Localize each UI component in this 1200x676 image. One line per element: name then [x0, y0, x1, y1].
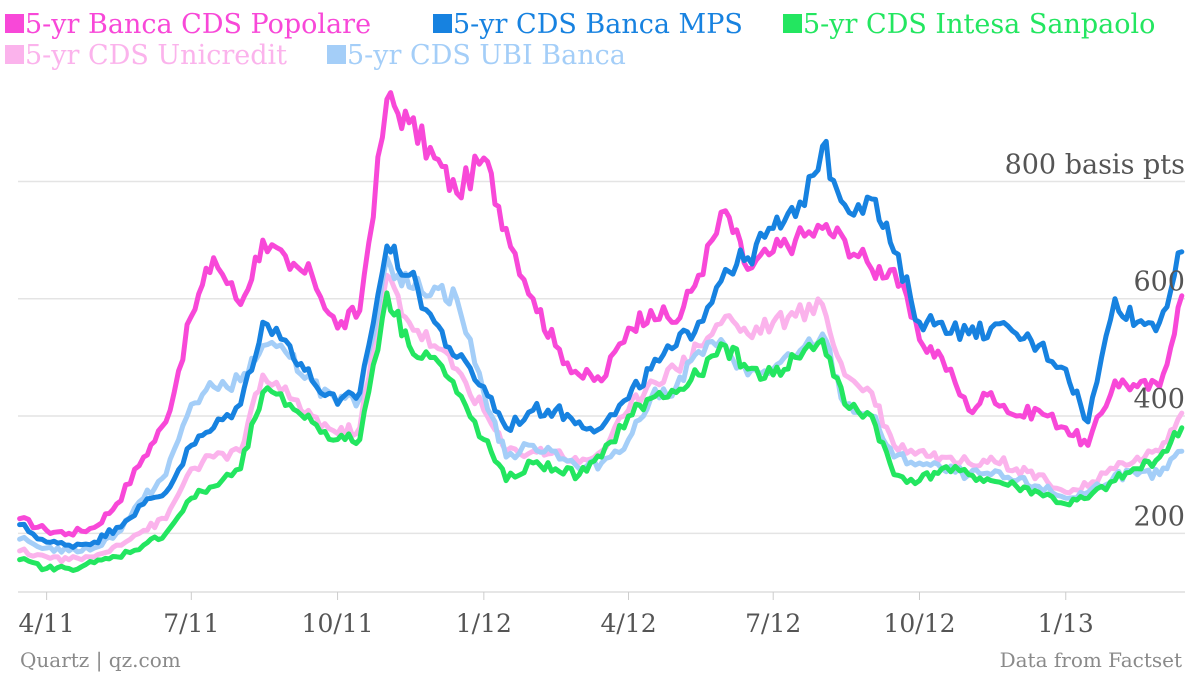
legend-label-5-yr-cds-banca-mps: 5-yr CDS Banca MPS: [453, 9, 743, 40]
legend-swatch-5-yr-cds-ubi-banca: [327, 45, 346, 64]
x-tick-label-4-11: 4/11: [19, 609, 75, 638]
series-line-5-yr-cds-intesa-sanpaolo: [17, 290, 1185, 573]
legend-swatch-5-yr-cds-intesa-sanpaolo: [783, 14, 802, 33]
footer: Quartz | qz.com Data from Factset: [20, 648, 1182, 673]
legend-label-5-yr-banca-cds-popolare: 5-yr Banca CDS Popolare: [25, 9, 371, 40]
legend-swatch-5-yr-banca-cds-popolare: [5, 14, 24, 33]
series-lines: [17, 90, 1185, 573]
y-tick-label-200: 200: [1133, 501, 1185, 532]
x-tick-label-10-12: 10/12: [883, 609, 955, 638]
legend-label-5-yr-cds-intesa-sanpaolo: 5-yr CDS Intesa Sanpaolo: [803, 9, 1155, 40]
legend-swatch-5-yr-cds-banca-mps: [433, 14, 452, 33]
x-tick-label-10-11: 10/11: [302, 609, 374, 638]
data-source-note: Data from Factset: [1000, 648, 1182, 672]
y-tick-label-600: 600: [1133, 267, 1185, 298]
gridlines: [18, 180, 1185, 535]
x-tick-label-1-13: 1/13: [1038, 609, 1094, 638]
source-credit: Quartz | qz.com: [20, 648, 181, 673]
series-line-5-yr-cds-ubi-banca: [17, 255, 1185, 555]
x-axis-tick-labels: 4/11 7/11 10/11 1/12 4/12 7/12 10/12 1/13: [19, 592, 1094, 638]
y-tick-label-800: 800 basis pts: [1005, 149, 1185, 180]
legend-swatch-5-yr-cds-unicredit: [5, 45, 24, 64]
x-tick-label-4-12: 4/12: [600, 609, 656, 638]
legend-label-5-yr-cds-unicredit: 5-yr CDS Unicredit: [25, 40, 287, 71]
series-line-5-yr-cds-unicredit: [17, 272, 1185, 565]
series-line-5-yr-banca-cds-popolare: [17, 90, 1185, 538]
series-line-5-yr-cds-banca-mps: [17, 138, 1185, 550]
legend: 5-yr Banca CDS Popolare 5-yr CDS Banca MP…: [5, 9, 1155, 71]
y-tick-label-400: 400: [1133, 384, 1185, 415]
x-tick-label-1-12: 1/12: [456, 609, 512, 638]
legend-label-5-yr-cds-ubi-banca: 5-yr CDS UBI Banca: [347, 40, 626, 71]
x-tick-label-7-11: 7/11: [163, 609, 219, 638]
y-axis-tick-labels: 200 400 600 800 basis pts: [1005, 149, 1185, 532]
x-tick-label-7-12: 7/12: [745, 609, 801, 638]
